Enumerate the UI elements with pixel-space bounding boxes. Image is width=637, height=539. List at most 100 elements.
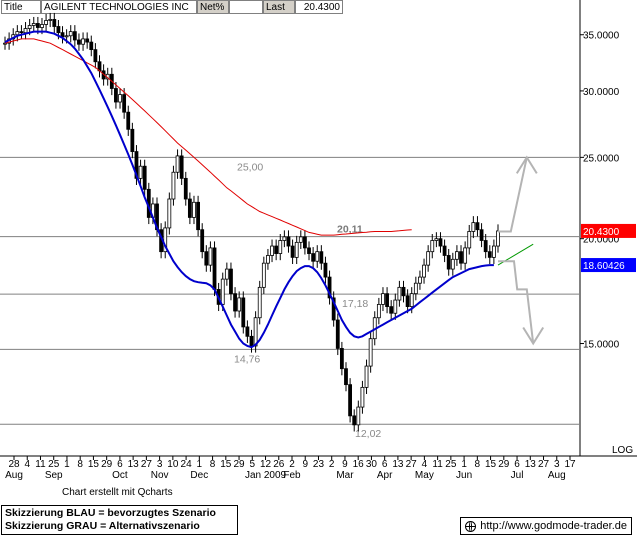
x-month-label: Jan 2009 [245, 470, 287, 481]
candle-body [93, 49, 98, 63]
candle-body [479, 229, 484, 241]
candle-body [307, 247, 311, 254]
legend-blue: Skizzierung BLAU = bevorzugtes Szenario [5, 507, 216, 519]
x-tick-label: 11 [35, 459, 46, 470]
x-tick-label: 17 [564, 459, 576, 470]
candle-body [261, 262, 266, 288]
price-tag [581, 258, 636, 273]
candle-body [298, 236, 303, 243]
candle-body [68, 31, 73, 37]
candle-body [241, 297, 246, 328]
scale-label: LOG [612, 445, 633, 456]
x-month-label: Jun [456, 470, 472, 481]
legend-grey: Skizzierung GRAU = Alternativszenario [5, 520, 200, 532]
candle-body [179, 155, 184, 179]
x-tick-label: 2 [289, 459, 295, 470]
candle-body [163, 227, 168, 253]
source-url[interactable]: http://www.godmode-trader.de [460, 517, 632, 535]
x-tick-label: 8 [210, 459, 216, 470]
moving-average-long-line [4, 38, 412, 236]
candle-body [467, 231, 472, 249]
candle-body [381, 293, 385, 305]
x-tick-label: 15 [485, 459, 497, 470]
candle-body [19, 31, 24, 34]
x-month-label: May [415, 470, 434, 481]
level-label: 14,76 [234, 353, 260, 365]
y-tick-label: 20.0000 [583, 235, 620, 246]
x-tick-label: 1 [64, 459, 70, 470]
candle-body [142, 165, 147, 190]
x-month-label: Sep [45, 470, 63, 481]
moving-average-short-line [4, 30, 494, 349]
candle-body [204, 251, 209, 266]
candle-body [208, 247, 213, 266]
candle-body [196, 201, 200, 231]
x-month-label: Jul [511, 470, 524, 481]
candle-body [270, 245, 274, 256]
x-tick-label: 11 [432, 459, 443, 470]
candle-body [122, 94, 127, 113]
chart-credit: Chart erstellt mit Qcharts [62, 487, 173, 498]
x-tick-label: 8 [77, 459, 83, 470]
x-tick-label: 23 [313, 459, 325, 470]
candle-body [335, 319, 340, 349]
candle-body [187, 198, 192, 218]
candle-body [138, 165, 143, 179]
candle-body [463, 247, 468, 264]
candle-body [15, 31, 20, 36]
candle-body [52, 19, 57, 27]
candle-body [426, 251, 431, 266]
x-tick-label: 3 [554, 459, 560, 470]
x-tick-label: 30 [366, 459, 378, 470]
level-label: 25,00 [237, 161, 263, 173]
candle-body [319, 251, 324, 264]
candle-body [385, 293, 389, 307]
candle-body [405, 295, 410, 307]
candle-body [491, 245, 496, 258]
candle-body [360, 386, 365, 408]
price-tag-label: 18.60426 [583, 261, 625, 272]
x-tick-label: 2 [329, 459, 335, 470]
candle-body [450, 258, 455, 270]
grey-arrow-down-head [522, 327, 545, 346]
candle-body [438, 238, 443, 247]
candle-body [401, 286, 406, 297]
level-label: 12,02 [355, 428, 381, 440]
candle-body [212, 247, 217, 290]
x-tick-label: 1 [461, 459, 467, 470]
x-month-label: Aug [5, 470, 23, 481]
candle-body [130, 128, 135, 152]
candle-body [35, 23, 40, 28]
x-tick-label: 5 [250, 459, 256, 470]
candle-body [31, 23, 36, 26]
candle-body [294, 241, 299, 258]
x-tick-label: 24 [181, 459, 193, 470]
source-url-text: http://www.godmode-trader.de [480, 520, 627, 532]
x-tick-label: 27 [141, 459, 153, 470]
candle-body [344, 368, 348, 386]
title-label: Title [1, 0, 41, 14]
x-tick-label: 9 [302, 459, 308, 470]
candle-body [446, 255, 451, 270]
candle-body [422, 264, 426, 278]
y-tick-label: 30.0000 [583, 87, 620, 98]
candle-body [64, 35, 69, 38]
candle-body [475, 222, 480, 231]
x-month-label: Oct [112, 470, 128, 481]
candle-body [27, 25, 32, 29]
x-tick-label: 6 [117, 459, 123, 470]
grey-scenario-up-line [498, 157, 528, 233]
candle-body [418, 276, 422, 284]
x-month-label: Apr [377, 470, 393, 481]
candle-body [286, 236, 291, 247]
candle-body [237, 297, 242, 312]
y-tick-label: 15.0000 [583, 340, 620, 351]
candle-body [339, 348, 344, 370]
net-change-value [229, 0, 263, 14]
candle-body [290, 245, 295, 258]
x-tick-label: 13 [128, 459, 140, 470]
candle-body [253, 317, 258, 347]
candle-body [23, 28, 28, 34]
candle-body [348, 384, 353, 417]
last-label: Last [263, 0, 295, 14]
